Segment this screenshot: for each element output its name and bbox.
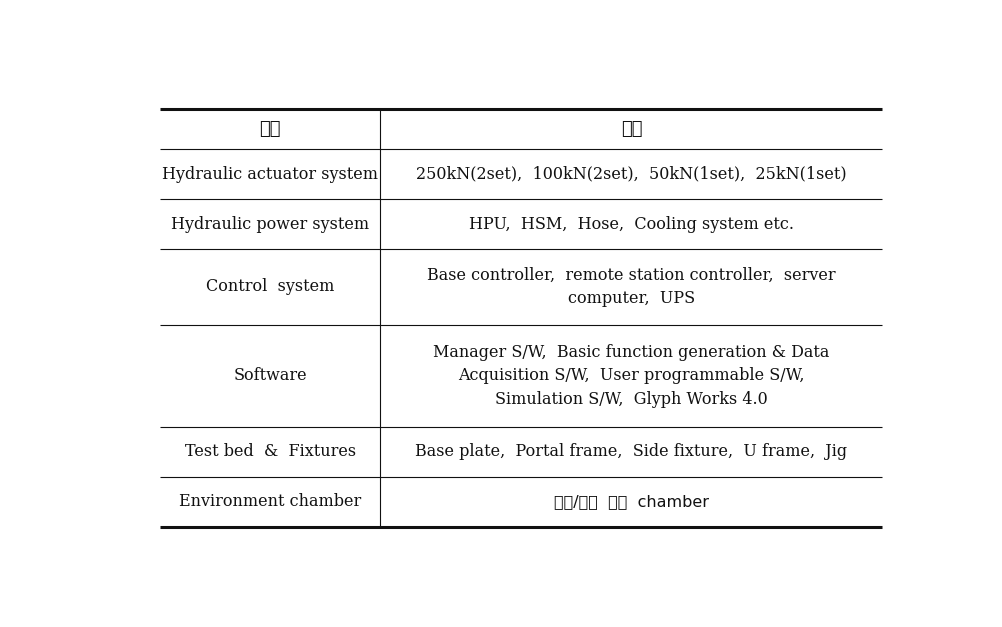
Text: 온도/습도  조절  chamber: 온도/습도 조절 chamber — [554, 494, 709, 509]
Text: Environment chamber: Environment chamber — [179, 493, 362, 510]
Text: Hydraulic actuator system: Hydraulic actuator system — [162, 166, 379, 183]
Text: Software: Software — [233, 367, 308, 384]
Text: Base controller,  remote station controller,  server
computer,  UPS: Base controller, remote station controll… — [427, 266, 836, 307]
Text: 250kN(2set),  100kN(2set),  50kN(1set),  25kN(1set): 250kN(2set), 100kN(2set), 50kN(1set), 25… — [416, 166, 847, 183]
Text: Base plate,  Portal frame,  Side fixture,  U frame,  Jig: Base plate, Portal frame, Side fixture, … — [416, 443, 848, 460]
Text: 품명: 품명 — [260, 120, 282, 138]
Text: 사양: 사양 — [620, 120, 642, 138]
Text: Manager S/W,  Basic function generation & Data
Acquisition S/W,  User programmab: Manager S/W, Basic function generation &… — [433, 344, 830, 408]
Text: HPU,  HSM,  Hose,  Cooling system etc.: HPU, HSM, Hose, Cooling system etc. — [469, 216, 794, 233]
Text: Test bed  &  Fixtures: Test bed & Fixtures — [184, 443, 356, 460]
Text: Control  system: Control system — [206, 278, 335, 295]
Text: Hydraulic power system: Hydraulic power system — [171, 216, 370, 233]
